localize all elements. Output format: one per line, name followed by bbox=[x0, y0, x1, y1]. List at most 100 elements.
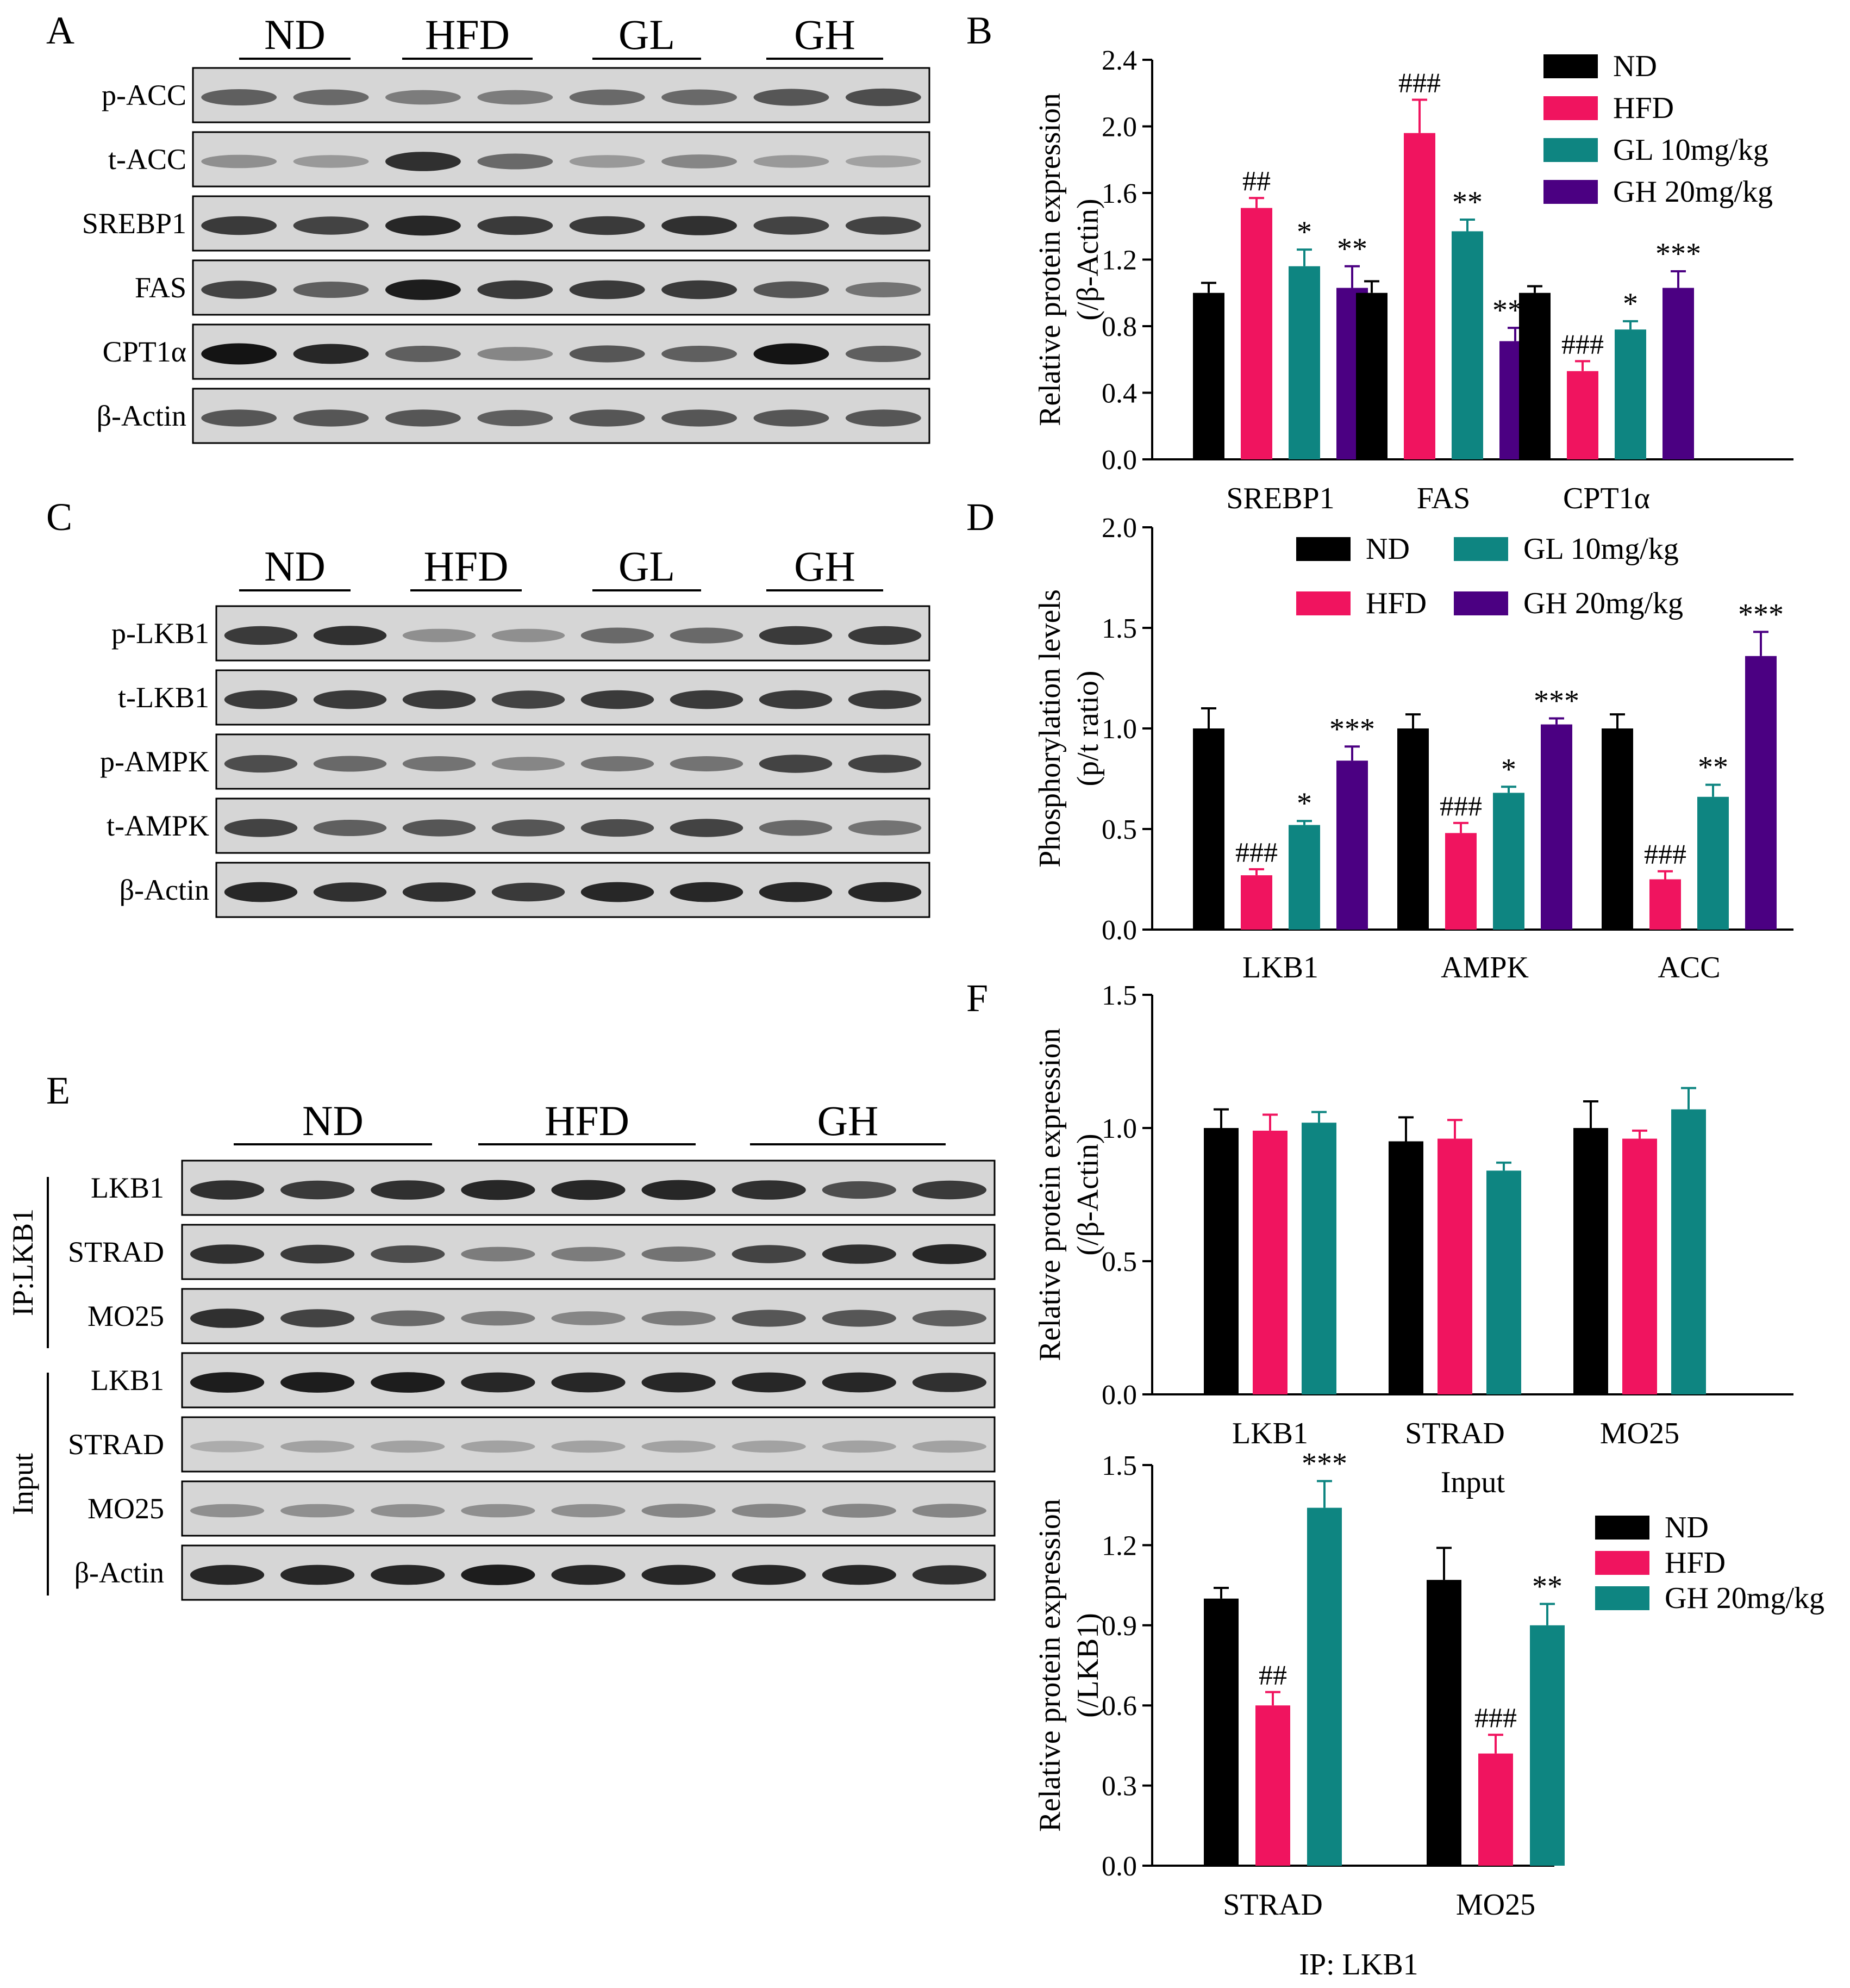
blot-band bbox=[385, 279, 461, 300]
blot-band bbox=[201, 89, 277, 106]
significance-mark: * bbox=[1297, 787, 1312, 820]
bar-nd bbox=[1519, 292, 1551, 459]
western-blot-a: ND HFD GL GH p-ACC t-ACC SREBP1 FAS CPT1α β-Actin bbox=[82, 11, 930, 444]
y-tick-label: 0.5 bbox=[1102, 1247, 1137, 1277]
blot-band bbox=[641, 1311, 716, 1326]
blot-band bbox=[280, 1180, 355, 1200]
x-tick-label: CPT1α bbox=[1563, 482, 1650, 515]
blot-band bbox=[551, 1565, 626, 1585]
blot-band bbox=[551, 1440, 626, 1453]
blot-row-label: LKB1 bbox=[91, 1171, 164, 1204]
blot-band bbox=[491, 757, 565, 771]
y-tick-label: 0.8 bbox=[1102, 311, 1137, 342]
blot-row-label: SREBP1 bbox=[82, 207, 186, 240]
blot-band bbox=[753, 155, 829, 168]
bar-gh_f bbox=[1486, 1170, 1521, 1394]
group-label-hfd: HFD bbox=[423, 543, 508, 590]
blot-band bbox=[371, 1372, 445, 1393]
y-axis-label: (p/t ratio) bbox=[1071, 670, 1105, 786]
blot-row-label: p-LKB1 bbox=[111, 617, 209, 650]
blot-band bbox=[580, 627, 654, 644]
blot-band bbox=[641, 1372, 716, 1393]
significance-mark: ### bbox=[1644, 839, 1686, 870]
blot-band bbox=[313, 626, 387, 645]
bar-gl bbox=[1289, 266, 1320, 459]
blot-band bbox=[753, 216, 829, 235]
blot-band bbox=[224, 755, 298, 773]
blot-band bbox=[845, 216, 921, 235]
bar-hfd bbox=[1255, 1705, 1290, 1866]
blot-band bbox=[753, 281, 829, 298]
legend-label: ND bbox=[1366, 532, 1410, 566]
blot-band bbox=[190, 1244, 265, 1264]
group-label-gl: GL bbox=[618, 11, 675, 58]
blot-band bbox=[845, 88, 921, 107]
blot-band bbox=[732, 1440, 806, 1453]
blot-band bbox=[569, 89, 645, 105]
significance-mark: ** bbox=[1532, 1569, 1562, 1603]
blot-band bbox=[551, 1180, 626, 1200]
significance-mark: * bbox=[1297, 215, 1312, 249]
group-label-hfd: HFD bbox=[545, 1097, 629, 1144]
blot-band bbox=[491, 819, 565, 837]
blot-band bbox=[477, 280, 553, 300]
bar-hfd bbox=[1649, 879, 1681, 930]
blot-band bbox=[848, 820, 922, 836]
blot-band bbox=[580, 690, 654, 709]
y-tick-label: 0.9 bbox=[1102, 1611, 1137, 1642]
x-tick-label: LKB1 bbox=[1232, 1417, 1308, 1450]
y-tick-label: 0.6 bbox=[1102, 1691, 1137, 1722]
significance-mark: * bbox=[1623, 287, 1638, 321]
blot-band bbox=[371, 1440, 445, 1453]
bar-gh bbox=[1541, 724, 1572, 930]
blot-band bbox=[293, 89, 369, 105]
legend-swatch bbox=[1454, 537, 1508, 561]
blot-band bbox=[190, 1441, 265, 1453]
y-tick-label: 0.0 bbox=[1102, 445, 1137, 476]
bar-nd bbox=[1204, 1598, 1239, 1866]
blot-band bbox=[912, 1373, 987, 1392]
bar-gh bbox=[1662, 288, 1694, 459]
bar-chart-d: 0.0 0.5 1.0 1.5 2.0 Phosphorylation levels (p/… bbox=[1033, 513, 1793, 984]
blot-band bbox=[461, 1247, 535, 1262]
legend-swatch bbox=[1595, 1551, 1649, 1575]
bar-gh_f bbox=[1302, 1123, 1336, 1394]
bar-chart-f-ip: 0.0 0.3 0.6 0.9 1.2 1.5 Relative protein expre… bbox=[1033, 1447, 1565, 1981]
bar-nd bbox=[1427, 1580, 1461, 1866]
blot-band bbox=[732, 1180, 806, 1200]
bar-hfd bbox=[1404, 133, 1435, 459]
blot-band bbox=[190, 1308, 265, 1328]
y-tick-label: 0.3 bbox=[1102, 1771, 1137, 1802]
legend-swatch bbox=[1454, 591, 1508, 615]
blot-band bbox=[641, 1180, 716, 1200]
y-tick-label: 0.0 bbox=[1102, 1851, 1137, 1882]
legend-label: GH 20mg/kg bbox=[1665, 1581, 1824, 1615]
blot-band bbox=[551, 1311, 626, 1325]
blot-row-label: STRAD bbox=[68, 1428, 164, 1461]
blot-band bbox=[461, 1565, 535, 1585]
legend-swatch bbox=[1543, 54, 1598, 78]
blot-band bbox=[477, 409, 553, 427]
blot-band bbox=[641, 1504, 716, 1518]
blot-row-label: p-AMPK bbox=[100, 745, 209, 778]
blot-band bbox=[385, 152, 461, 171]
blot-band bbox=[670, 756, 743, 771]
blot-band bbox=[661, 89, 738, 105]
y-axis-label: (/LKB1) bbox=[1071, 1613, 1105, 1718]
blot-band bbox=[732, 1372, 806, 1393]
bar-gh bbox=[1336, 761, 1368, 930]
blot-band bbox=[461, 1372, 535, 1393]
side-label-ip-lkb1: IP:LKB1 bbox=[7, 1208, 39, 1316]
x-tick-label: SREBP1 bbox=[1226, 482, 1334, 515]
blot-band bbox=[190, 1565, 265, 1585]
blot-band bbox=[371, 1310, 445, 1326]
bar-nd bbox=[1397, 728, 1429, 930]
blot-band bbox=[280, 1244, 355, 1264]
y-axis-label: Relative protein expression bbox=[1033, 1499, 1067, 1832]
bar-gl bbox=[1697, 796, 1729, 930]
blot-band bbox=[580, 756, 654, 771]
bar-hfd bbox=[1241, 875, 1272, 930]
x-tick-label: MO25 bbox=[1456, 1888, 1535, 1922]
blot-band bbox=[641, 1565, 716, 1585]
